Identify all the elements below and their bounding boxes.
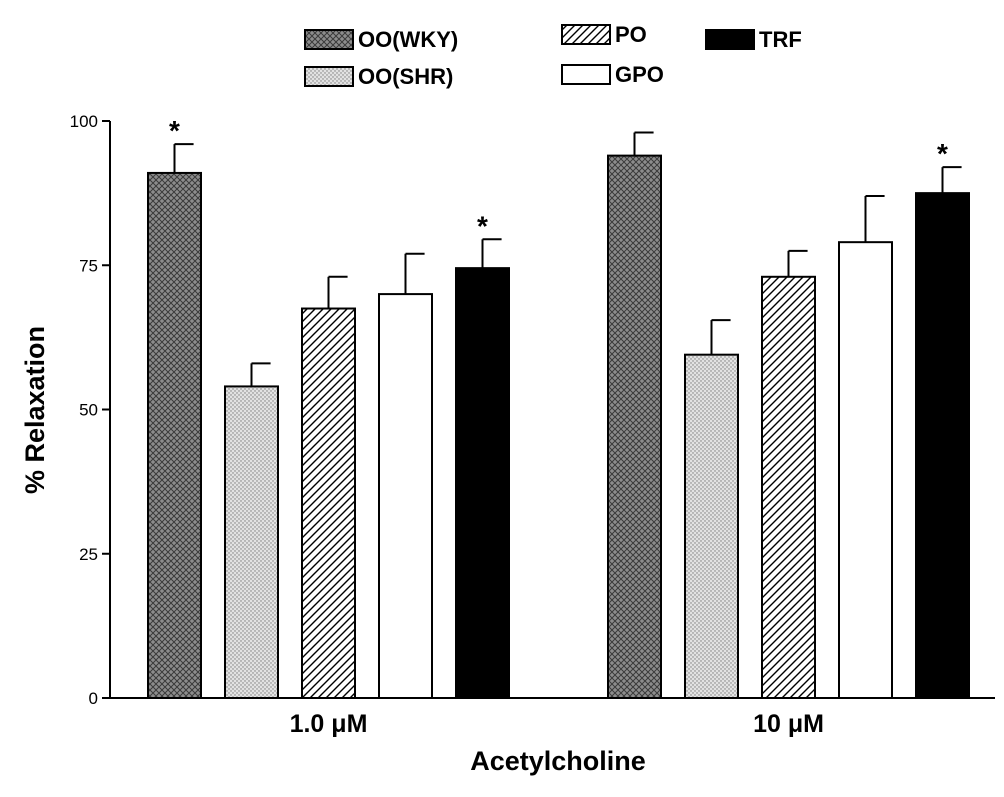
legend-label: GPO	[615, 62, 664, 87]
legend-label: PO	[615, 22, 647, 47]
bars: * * *	[147, 115, 970, 699]
bar	[915, 192, 970, 699]
legend-swatch	[304, 29, 354, 50]
significance-marker: *	[477, 210, 488, 241]
legend-swatch	[705, 29, 755, 50]
y-axis-title: % Relaxation	[20, 326, 50, 494]
legend-swatch	[561, 64, 611, 85]
bar	[224, 385, 279, 699]
bar	[378, 293, 433, 699]
legend-swatch	[304, 66, 354, 87]
legend-label: OO(SHR)	[358, 64, 453, 89]
bar	[147, 171, 202, 699]
bar	[684, 353, 739, 699]
bar	[455, 267, 510, 699]
x-axis-title: Acetylcholine	[470, 746, 646, 776]
y-tick-label: 0	[89, 689, 98, 708]
y-tick-label: 100	[70, 112, 98, 131]
significance-marker: *	[169, 115, 180, 146]
y-tick-label: 75	[79, 256, 98, 275]
bar	[761, 275, 816, 699]
y-tick-label: 25	[79, 545, 98, 564]
legend-label: TRF	[759, 27, 802, 52]
category-label: 1.0 μM	[290, 710, 368, 738]
legend-label: OO(WKY)	[358, 27, 458, 52]
bar	[301, 307, 356, 699]
category-label: 10 μM	[753, 710, 824, 738]
bar	[838, 241, 893, 699]
y-tick-label: 50	[79, 401, 98, 420]
legend-swatch	[561, 24, 611, 45]
bar	[607, 154, 662, 699]
significance-marker: *	[937, 138, 948, 169]
legend: OO(WKY) OO(SHR) PO GPO TRF	[304, 22, 802, 89]
